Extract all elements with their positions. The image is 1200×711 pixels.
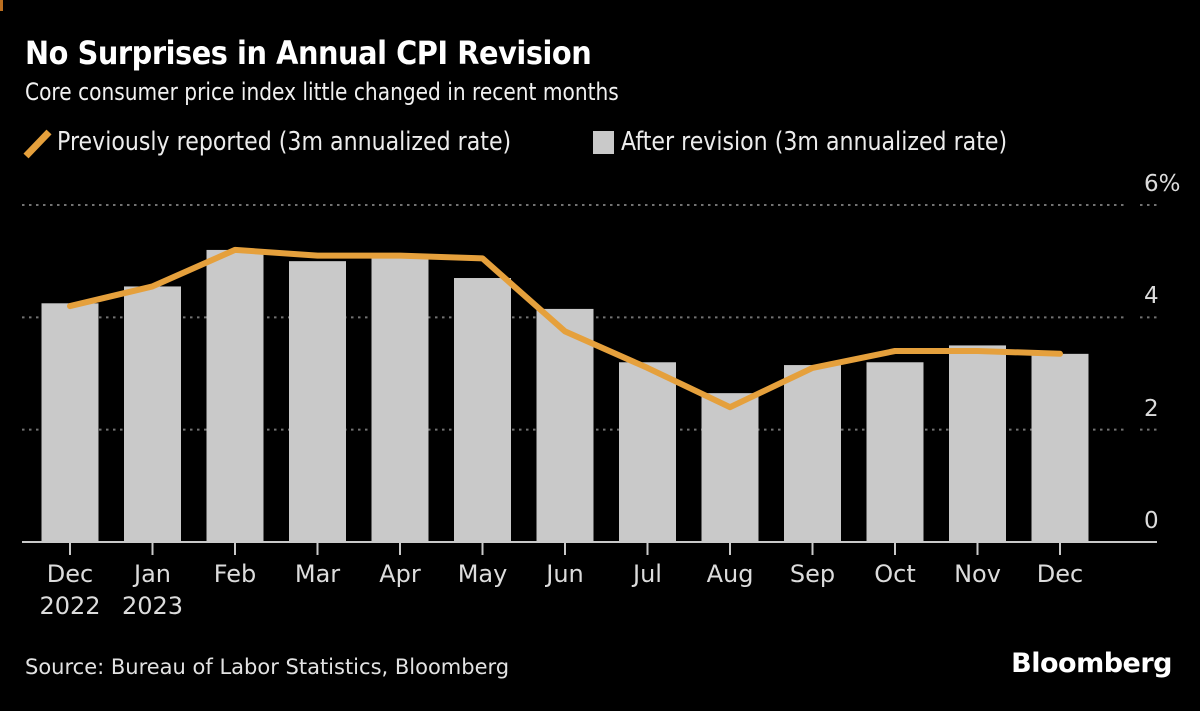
x-axis-label-10-oct: Oct bbox=[874, 560, 916, 588]
bar-2-feb bbox=[206, 249, 264, 542]
x-axis-label-9-sep: Sep bbox=[789, 560, 836, 588]
x-axis-label-2-feb: Feb bbox=[213, 560, 257, 588]
x-axis-label-0-dec: Dec bbox=[46, 560, 94, 588]
x-axis-label-3-mar: Mar bbox=[294, 560, 341, 588]
bar-0-dec bbox=[41, 303, 99, 542]
bar-7-jul bbox=[619, 362, 676, 542]
y-axis-label-0: 0 bbox=[1144, 508, 1159, 534]
legend-label-after-revision: After revision (3m annualized rate) bbox=[621, 127, 1008, 157]
bar-9-sep bbox=[784, 365, 841, 542]
orange-slash-icon bbox=[23, 129, 52, 159]
bar-1-jan bbox=[124, 286, 181, 542]
legend: Previously reported (3m annualized rate)… bbox=[23, 125, 1175, 165]
x-axis-label-1-jan: Jan bbox=[134, 560, 171, 588]
legend-label-previously-reported: Previously reported (3m annualized rate) bbox=[57, 127, 512, 157]
bar-6-jun bbox=[536, 308, 594, 542]
x-axis-label-7-jul: Jul bbox=[633, 560, 662, 588]
line-series-swatch-icon bbox=[23, 129, 52, 159]
source-text: Source: Bureau of Labor Statistics, Bloo… bbox=[25, 655, 510, 679]
x-axis-label-8-aug: Aug bbox=[706, 560, 754, 588]
x-axis-label-6-jun: Jun bbox=[546, 560, 584, 588]
x-axis-label-4-apr: Apr bbox=[379, 560, 421, 588]
bar-11-nov bbox=[949, 345, 1006, 542]
chart-title: No Surprises in Annual CPI Revision bbox=[25, 34, 592, 72]
y-axis-label-2: 2 bbox=[1144, 395, 1159, 422]
y-axis-label-6: 6% bbox=[1144, 171, 1181, 197]
x-axis-year-label-2022: 2022 bbox=[39, 592, 101, 620]
bar-12-dec bbox=[1031, 353, 1089, 542]
x-axis-year-label-2023: 2023 bbox=[121, 592, 184, 620]
chart-subtitle: Core consumer price index little changed… bbox=[25, 78, 619, 106]
gray-square-icon bbox=[593, 131, 614, 154]
bar-8-aug bbox=[701, 393, 759, 542]
x-axis-label-5-may: May bbox=[457, 560, 508, 588]
bar-3-mar bbox=[289, 261, 346, 542]
bar-4-apr bbox=[371, 258, 429, 542]
x-axis-label-12-dec: Dec bbox=[1036, 560, 1084, 588]
previously-reported-line bbox=[67, 246, 1063, 411]
bar-10-oct bbox=[866, 362, 924, 542]
bar-5-may bbox=[454, 278, 511, 542]
corner-accent-mark bbox=[0, 0, 3, 11]
bar-series-swatch-icon bbox=[593, 131, 614, 154]
bloomberg-logo: Bloomberg bbox=[1011, 648, 1172, 679]
x-axis-label-11-nov: Nov bbox=[954, 560, 1001, 588]
y-axis-label-4: 4 bbox=[1144, 283, 1159, 310]
